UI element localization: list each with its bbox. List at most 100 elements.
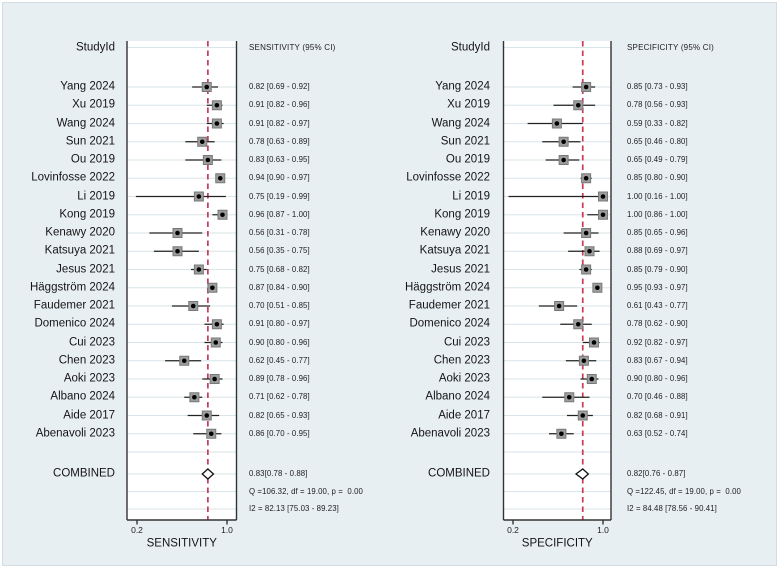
point-estimate-dot [204, 413, 210, 418]
point-estimate-dot [213, 340, 219, 345]
heterogeneity-q-text: Q =106.32, df = 19.00, p = 0.00 [249, 486, 363, 496]
study-ci-value: 0.62 [0.45 - 0.77] [249, 355, 310, 365]
axis-tick-label: 0.2 [131, 524, 143, 535]
study-label: Sun 2021 [440, 135, 490, 147]
study-ci-value: 0.92 [0.82 - 0.97] [627, 337, 688, 347]
study-label: Chen 2023 [58, 354, 115, 366]
point-estimate-dot [589, 376, 595, 382]
study-ci-value: 0.61 [0.43 - 0.77] [627, 301, 688, 311]
study-label: Li 2019 [77, 189, 115, 202]
point-estimate-dot [175, 230, 180, 236]
point-estimate-dot [181, 358, 187, 364]
point-estimate-dot [583, 84, 589, 90]
point-estimate-dot [214, 121, 220, 126]
study-ci-value: 0.85 [0.79 - 0.90] [627, 264, 688, 274]
study-label: Chen 2023 [433, 354, 490, 366]
study-label: Aide 2017 [438, 408, 490, 421]
study-label: Cui 2023 [443, 335, 490, 348]
study-label: Kong 2019 [434, 208, 490, 220]
study-ci-value: 0.75 [0.68 - 0.82] [249, 264, 310, 274]
point-estimate-dot [559, 431, 564, 437]
point-estimate-dot [600, 194, 606, 199]
study-ci-value: 0.78 [0.62 - 0.90] [627, 319, 688, 329]
study-label: Lovinfosse 2022 [406, 171, 490, 184]
study-ci-value: 0.91 [0.82 - 0.96] [249, 100, 310, 110]
study-label: Xu 2019 [447, 98, 490, 111]
study-ci-value: 0.86 [0.70 - 0.95] [249, 428, 310, 438]
study-ci-value: 0.91 [0.80 - 0.97] [249, 319, 310, 329]
point-estimate-dot [199, 139, 205, 145]
study-ci-value: 1.00 [0.16 - 1.00] [627, 191, 688, 201]
combined-ci-value: 0.82[0.76 - 0.87] [627, 469, 686, 479]
study-ci-value: 0.87 [0.84 - 0.90] [249, 282, 310, 292]
study-ci-value: 0.82 [0.65 - 0.93] [249, 410, 310, 420]
study-label: Domenico 2024 [409, 317, 490, 330]
column-header-studyid: StudyId [451, 40, 490, 53]
study-label: Abenavoli 2023 [410, 427, 490, 439]
study-label: Kenawy 2020 [45, 226, 115, 239]
heterogeneity-i2-text: I2 = 82.13 [75.03 - 89.23] [249, 504, 339, 514]
study-ci-value: 0.89 [0.78 - 0.96] [249, 374, 310, 384]
column-header-value: SPECIFICITY (95% CI) [627, 42, 714, 52]
axis-tick-label: 1.0 [221, 524, 233, 535]
point-estimate-dot [204, 84, 210, 90]
point-estimate-dot [205, 157, 211, 163]
study-label: Sun 2021 [65, 135, 115, 147]
study-ci-value: 0.65 [0.46 - 0.80] [627, 136, 688, 146]
point-estimate-dot [212, 376, 217, 382]
point-estimate-dot [208, 431, 214, 437]
point-estimate-dot [591, 340, 597, 345]
axis-title: SPECIFICITY [521, 537, 593, 550]
point-estimate-dot [587, 248, 592, 254]
study-ci-value: 0.85 [0.80 - 0.90] [627, 173, 688, 183]
point-estimate-dot [175, 248, 180, 254]
study-ci-value: 0.59 [0.33 - 0.82] [627, 118, 688, 128]
study-label: Wang 2024 [431, 116, 490, 129]
study-ci-value: 1.00 [0.86 - 1.00] [627, 209, 688, 219]
point-estimate-dot [583, 267, 589, 272]
study-label: Aoki 2023 [63, 372, 115, 385]
study-ci-value: 0.70 [0.51 - 0.85] [249, 301, 310, 311]
combined-label: COMBINED [428, 467, 490, 480]
point-estimate-dot [561, 157, 566, 163]
study-ci-value: 0.94 [0.90 - 0.97] [249, 173, 310, 183]
study-label: Kenawy 2020 [420, 226, 490, 239]
study-label: Cui 2023 [68, 335, 115, 348]
point-estimate-dot [556, 303, 562, 309]
point-estimate-dot [220, 212, 225, 218]
study-label: Kong 2019 [59, 208, 115, 220]
point-estimate-dot [566, 394, 572, 400]
study-label: Jesus 2021 [431, 262, 490, 275]
study-label: Domenico 2024 [34, 317, 115, 330]
study-ci-value: 0.85 [0.73 - 0.93] [627, 82, 688, 92]
study-ci-value: 0.71 [0.62 - 0.78] [249, 392, 310, 402]
study-label: Li 2019 [452, 189, 490, 202]
study-label: Lovinfosse 2022 [31, 171, 115, 184]
study-ci-value: 0.65 [0.49 - 0.79] [627, 155, 688, 165]
study-ci-value: 0.91 [0.82 - 0.97] [249, 118, 310, 128]
point-estimate-dot [214, 102, 220, 108]
panel-graphics-sensitivity [126, 41, 238, 525]
combined-ci-value: 0.83[0.78 - 0.88] [249, 469, 308, 479]
study-label: Katsuya 2021 [44, 244, 115, 257]
study-ci-value: 0.70 [0.46 - 0.88] [627, 392, 688, 402]
heterogeneity-q-text: Q =122.45, df = 19.00, p = 0.00 [627, 486, 741, 496]
study-ci-value: 0.83 [0.63 - 0.95] [249, 155, 310, 165]
point-estimate-dot [192, 394, 197, 400]
column-header-studyid: StudyId [76, 40, 115, 53]
study-ci-value: 0.75 [0.19 - 0.99] [249, 191, 310, 201]
point-estimate-dot [554, 121, 560, 126]
point-estimate-dot [196, 194, 202, 199]
study-label: Aide 2017 [63, 408, 115, 421]
study-ci-value: 0.56 [0.35 - 0.75] [249, 246, 310, 256]
study-label: Xu 2019 [72, 98, 115, 111]
study-ci-value: 0.90 [0.80 - 0.96] [627, 374, 688, 384]
study-ci-value: 0.83 [0.67 - 0.94] [627, 355, 688, 365]
study-label: Ou 2019 [70, 153, 115, 166]
study-ci-value: 0.96 [0.87 - 1.00] [249, 209, 310, 219]
study-ci-value: 0.88 [0.69 - 0.97] [627, 246, 688, 256]
combined-diamond [201, 468, 215, 480]
study-label: Häggström 2024 [404, 281, 490, 293]
study-ci-value: 0.90 [0.80 - 0.96] [249, 337, 310, 347]
